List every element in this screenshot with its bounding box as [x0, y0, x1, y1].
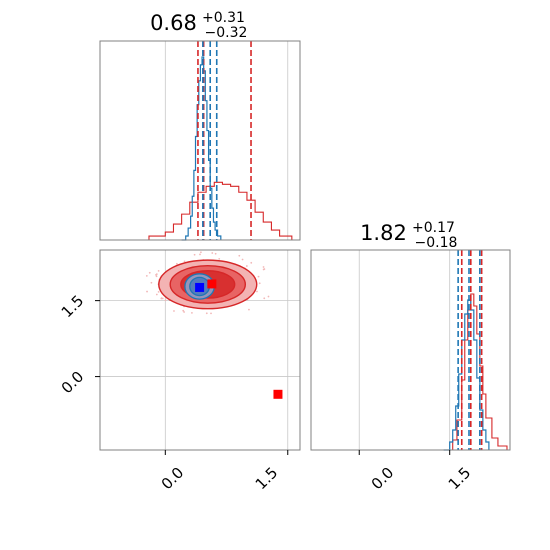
scatter-point-0 — [150, 281, 153, 284]
title-param2-minus: −0.18 — [415, 235, 458, 251]
scatter-point-25 — [210, 312, 212, 315]
scatter-point-28 — [257, 275, 260, 278]
scatter-point-37 — [248, 308, 250, 311]
title-param1-minus: −0.32 — [205, 25, 248, 41]
scatter-point-5 — [193, 253, 196, 256]
scatter-point-47 — [262, 266, 265, 268]
scatter-point-45 — [258, 282, 261, 285]
histogram-param1-panel — [99, 40, 301, 241]
marker-1 — [207, 279, 217, 289]
scatter-point-54 — [173, 310, 175, 312]
title-param2-median: 1.82 — [360, 221, 407, 245]
title-param2-plus: +0.17 — [412, 220, 455, 236]
scatter-point-11 — [267, 295, 270, 298]
scatter-point-38 — [263, 297, 266, 300]
scatter-point-50 — [250, 261, 253, 264]
title-param1: 0.68 +0.31 −0.32 — [150, 7, 250, 41]
hist-blue-series — [181, 56, 222, 241]
scatter-point-12 — [245, 265, 248, 267]
scatter-point-29 — [182, 309, 185, 312]
panel-frame — [99, 249, 301, 451]
scatter-point-30 — [256, 290, 258, 293]
scatter-point-18 — [157, 290, 160, 293]
panel-frame — [310, 249, 511, 451]
joint-ytick-label-1: 0.0 — [58, 368, 88, 398]
scatter-point-55 — [214, 252, 217, 255]
scatter-point-58 — [146, 290, 148, 293]
joint-xtick-label-0: 0.0 — [158, 464, 188, 494]
scatter-point-49 — [160, 297, 163, 300]
scatter-point-19 — [241, 258, 244, 261]
scatter-point-20 — [175, 262, 178, 265]
scatter-point-39 — [205, 312, 208, 315]
scatter-point-41 — [183, 260, 186, 263]
scatter-point-33 — [155, 275, 158, 278]
panel-frame — [99, 40, 301, 241]
joint-xtick-label-1: 1.5 — [252, 464, 282, 494]
scatter-point-36 — [199, 253, 201, 256]
joint-density-panel — [95, 249, 301, 455]
scatter-point-9 — [155, 293, 158, 296]
h2-xtick-label-0: 0.0 — [368, 464, 398, 494]
scatter-point-24 — [164, 299, 167, 302]
joint-ytick-label-0: 1.5 — [58, 292, 88, 322]
scatter-point-22 — [211, 252, 214, 254]
scatter-point-21 — [263, 268, 266, 270]
marker-2 — [273, 389, 283, 399]
scatter-point-48 — [145, 275, 148, 277]
hist-red-series — [132, 181, 293, 241]
title-param1-median: 0.68 — [150, 11, 197, 35]
hist-blue-series — [443, 299, 490, 451]
scatter-point-16 — [238, 254, 241, 257]
scatter-point-31 — [155, 273, 158, 276]
scatter-point-14 — [157, 269, 160, 272]
scatter-point-42 — [218, 257, 221, 260]
scatter-point-44 — [200, 251, 202, 254]
h2-xtick-label-1: 1.5 — [445, 464, 475, 494]
histogram-param2-panel — [310, 249, 511, 455]
scatter-point-43 — [183, 311, 186, 313]
scatter-point-32 — [148, 271, 151, 274]
marker-0 — [195, 282, 205, 292]
title-param1-plus: +0.31 — [202, 10, 245, 26]
scatter-point-53 — [191, 311, 193, 314]
title-param2: 1.82 +0.17 −0.18 — [360, 217, 460, 251]
hist-red-series — [446, 293, 508, 451]
